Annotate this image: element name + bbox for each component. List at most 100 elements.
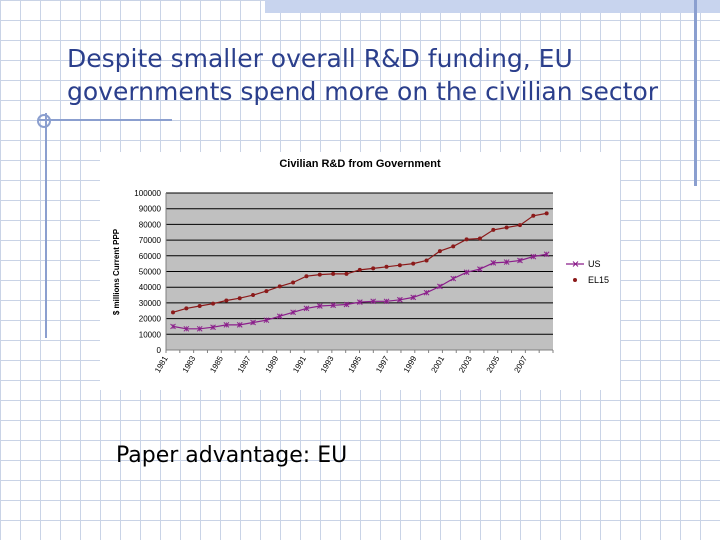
- y-tick-label: 50000: [139, 268, 162, 277]
- data-point-us: [463, 269, 470, 276]
- data-point-el15: [424, 258, 429, 263]
- x-tick-label: 2003: [457, 354, 474, 374]
- data-point-us: [303, 305, 310, 312]
- data-point-us: [276, 313, 283, 320]
- data-point-us: [397, 296, 403, 303]
- data-point-us: [210, 324, 216, 331]
- data-point-el15: [357, 267, 362, 272]
- data-point-el15: [371, 266, 376, 271]
- x-tick-label: 1987: [236, 354, 253, 374]
- data-point-us: [343, 301, 350, 308]
- x-tick-label: 1981: [153, 354, 170, 374]
- data-point-el15: [477, 236, 482, 241]
- data-point-us: [383, 298, 390, 305]
- left-accent-circle: [37, 114, 51, 128]
- chart-legend: US EL15: [566, 259, 609, 285]
- plot-area: 0 10000 20000 30000 40000 50000 60000 70000 8000…: [134, 189, 554, 374]
- y-tick-label: 60000: [139, 252, 162, 261]
- data-point-us: [490, 260, 497, 266]
- data-point-el15: [491, 227, 496, 232]
- body-text: Paper advantage: EU: [116, 443, 348, 468]
- data-point-el15: [411, 261, 416, 266]
- data-point-el15: [504, 225, 509, 230]
- data-point-us: [223, 322, 230, 328]
- y-tick-label: 80000: [139, 220, 162, 229]
- data-point-us: [196, 325, 203, 332]
- data-point-el15: [277, 284, 282, 289]
- data-point-us: [410, 294, 417, 301]
- left-accent-horizontal-rule: [38, 119, 172, 121]
- data-point-el15: [464, 237, 469, 242]
- data-point-el15: [211, 301, 216, 306]
- data-point-el15: [397, 263, 402, 268]
- data-point-us: [170, 323, 176, 330]
- data-point-us: [250, 319, 256, 326]
- legend-label: EL15: [588, 275, 609, 285]
- data-point-el15: [531, 213, 536, 218]
- data-point-el15: [304, 274, 309, 279]
- data-point-el15: [197, 304, 202, 309]
- data-point-el15: [331, 271, 336, 276]
- data-point-us: [503, 259, 510, 265]
- data-point-el15: [224, 298, 229, 303]
- x-tick-label: 1993: [319, 354, 336, 374]
- data-point-el15: [264, 289, 269, 294]
- legend-label: US: [588, 259, 601, 269]
- data-point-us: [263, 317, 270, 324]
- x-tick-label: 2005: [485, 354, 502, 374]
- chart-panel: Civilian R&D from Government $ millions …: [100, 152, 620, 390]
- data-point-us: [543, 251, 550, 258]
- data-point-el15: [517, 223, 522, 228]
- right-accent-rule: [694, 0, 697, 186]
- data-point-el15: [317, 272, 322, 277]
- x-tick-label: 1989: [264, 354, 281, 374]
- x-tick-label: 2007: [512, 354, 529, 374]
- y-tick-label: 40000: [139, 283, 162, 292]
- legend-item-el15: EL15: [573, 275, 609, 285]
- data-point-us: [450, 275, 457, 282]
- data-point-us: [437, 283, 443, 290]
- data-point-us: [356, 299, 363, 305]
- data-point-us: [330, 302, 336, 309]
- slide-title-line-2: governments spend more on the civilian s…: [67, 77, 659, 106]
- y-tick-label: 0: [157, 346, 162, 355]
- slide-title-line-1: Despite smaller overall R&D funding, EU: [67, 44, 573, 73]
- data-point-us: [183, 325, 190, 332]
- x-tick-label: 1995: [347, 354, 364, 374]
- data-point-us: [530, 253, 537, 260]
- data-point-el15: [544, 211, 549, 216]
- data-point-us: [477, 266, 483, 272]
- data-point-el15: [437, 249, 442, 254]
- data-point-el15: [184, 306, 189, 311]
- data-point-el15: [291, 280, 296, 285]
- data-point-el15: [451, 244, 456, 249]
- data-point-el15: [237, 296, 242, 301]
- y-tick-label: 30000: [139, 299, 162, 308]
- y-tick-label: 70000: [139, 236, 162, 245]
- data-point-el15: [344, 271, 349, 276]
- legend-item-us: US: [566, 259, 601, 269]
- top-accent-bar: [265, 0, 720, 13]
- y-tick-label: 90000: [139, 205, 162, 214]
- data-point-el15: [171, 310, 175, 315]
- x-tick-label: 1985: [208, 354, 225, 374]
- data-point-el15: [384, 264, 389, 269]
- data-point-el15: [251, 293, 256, 298]
- data-point-us: [316, 303, 323, 309]
- left-accent-vertical-rule: [45, 113, 47, 338]
- data-point-us: [236, 322, 243, 328]
- data-point-us: [423, 289, 430, 296]
- x-tick-label: 2001: [429, 354, 446, 374]
- x-tick-label: 1983: [181, 354, 198, 374]
- y-axis-label: $ millions Current PPP: [112, 228, 121, 315]
- data-point-us: [517, 257, 523, 264]
- y-tick-label: 100000: [134, 189, 161, 198]
- chart-title: Civilian R&D from Government: [279, 158, 441, 170]
- y-tick-label: 10000: [139, 330, 162, 339]
- x-tick-label: 1997: [374, 354, 391, 374]
- slide-title: Despite smaller overall R&D funding, EU …: [67, 42, 687, 108]
- data-point-us: [290, 309, 296, 316]
- x-tick-label: 1991: [291, 354, 308, 374]
- y-tick-label: 20000: [139, 315, 162, 324]
- data-point-us: [370, 298, 377, 305]
